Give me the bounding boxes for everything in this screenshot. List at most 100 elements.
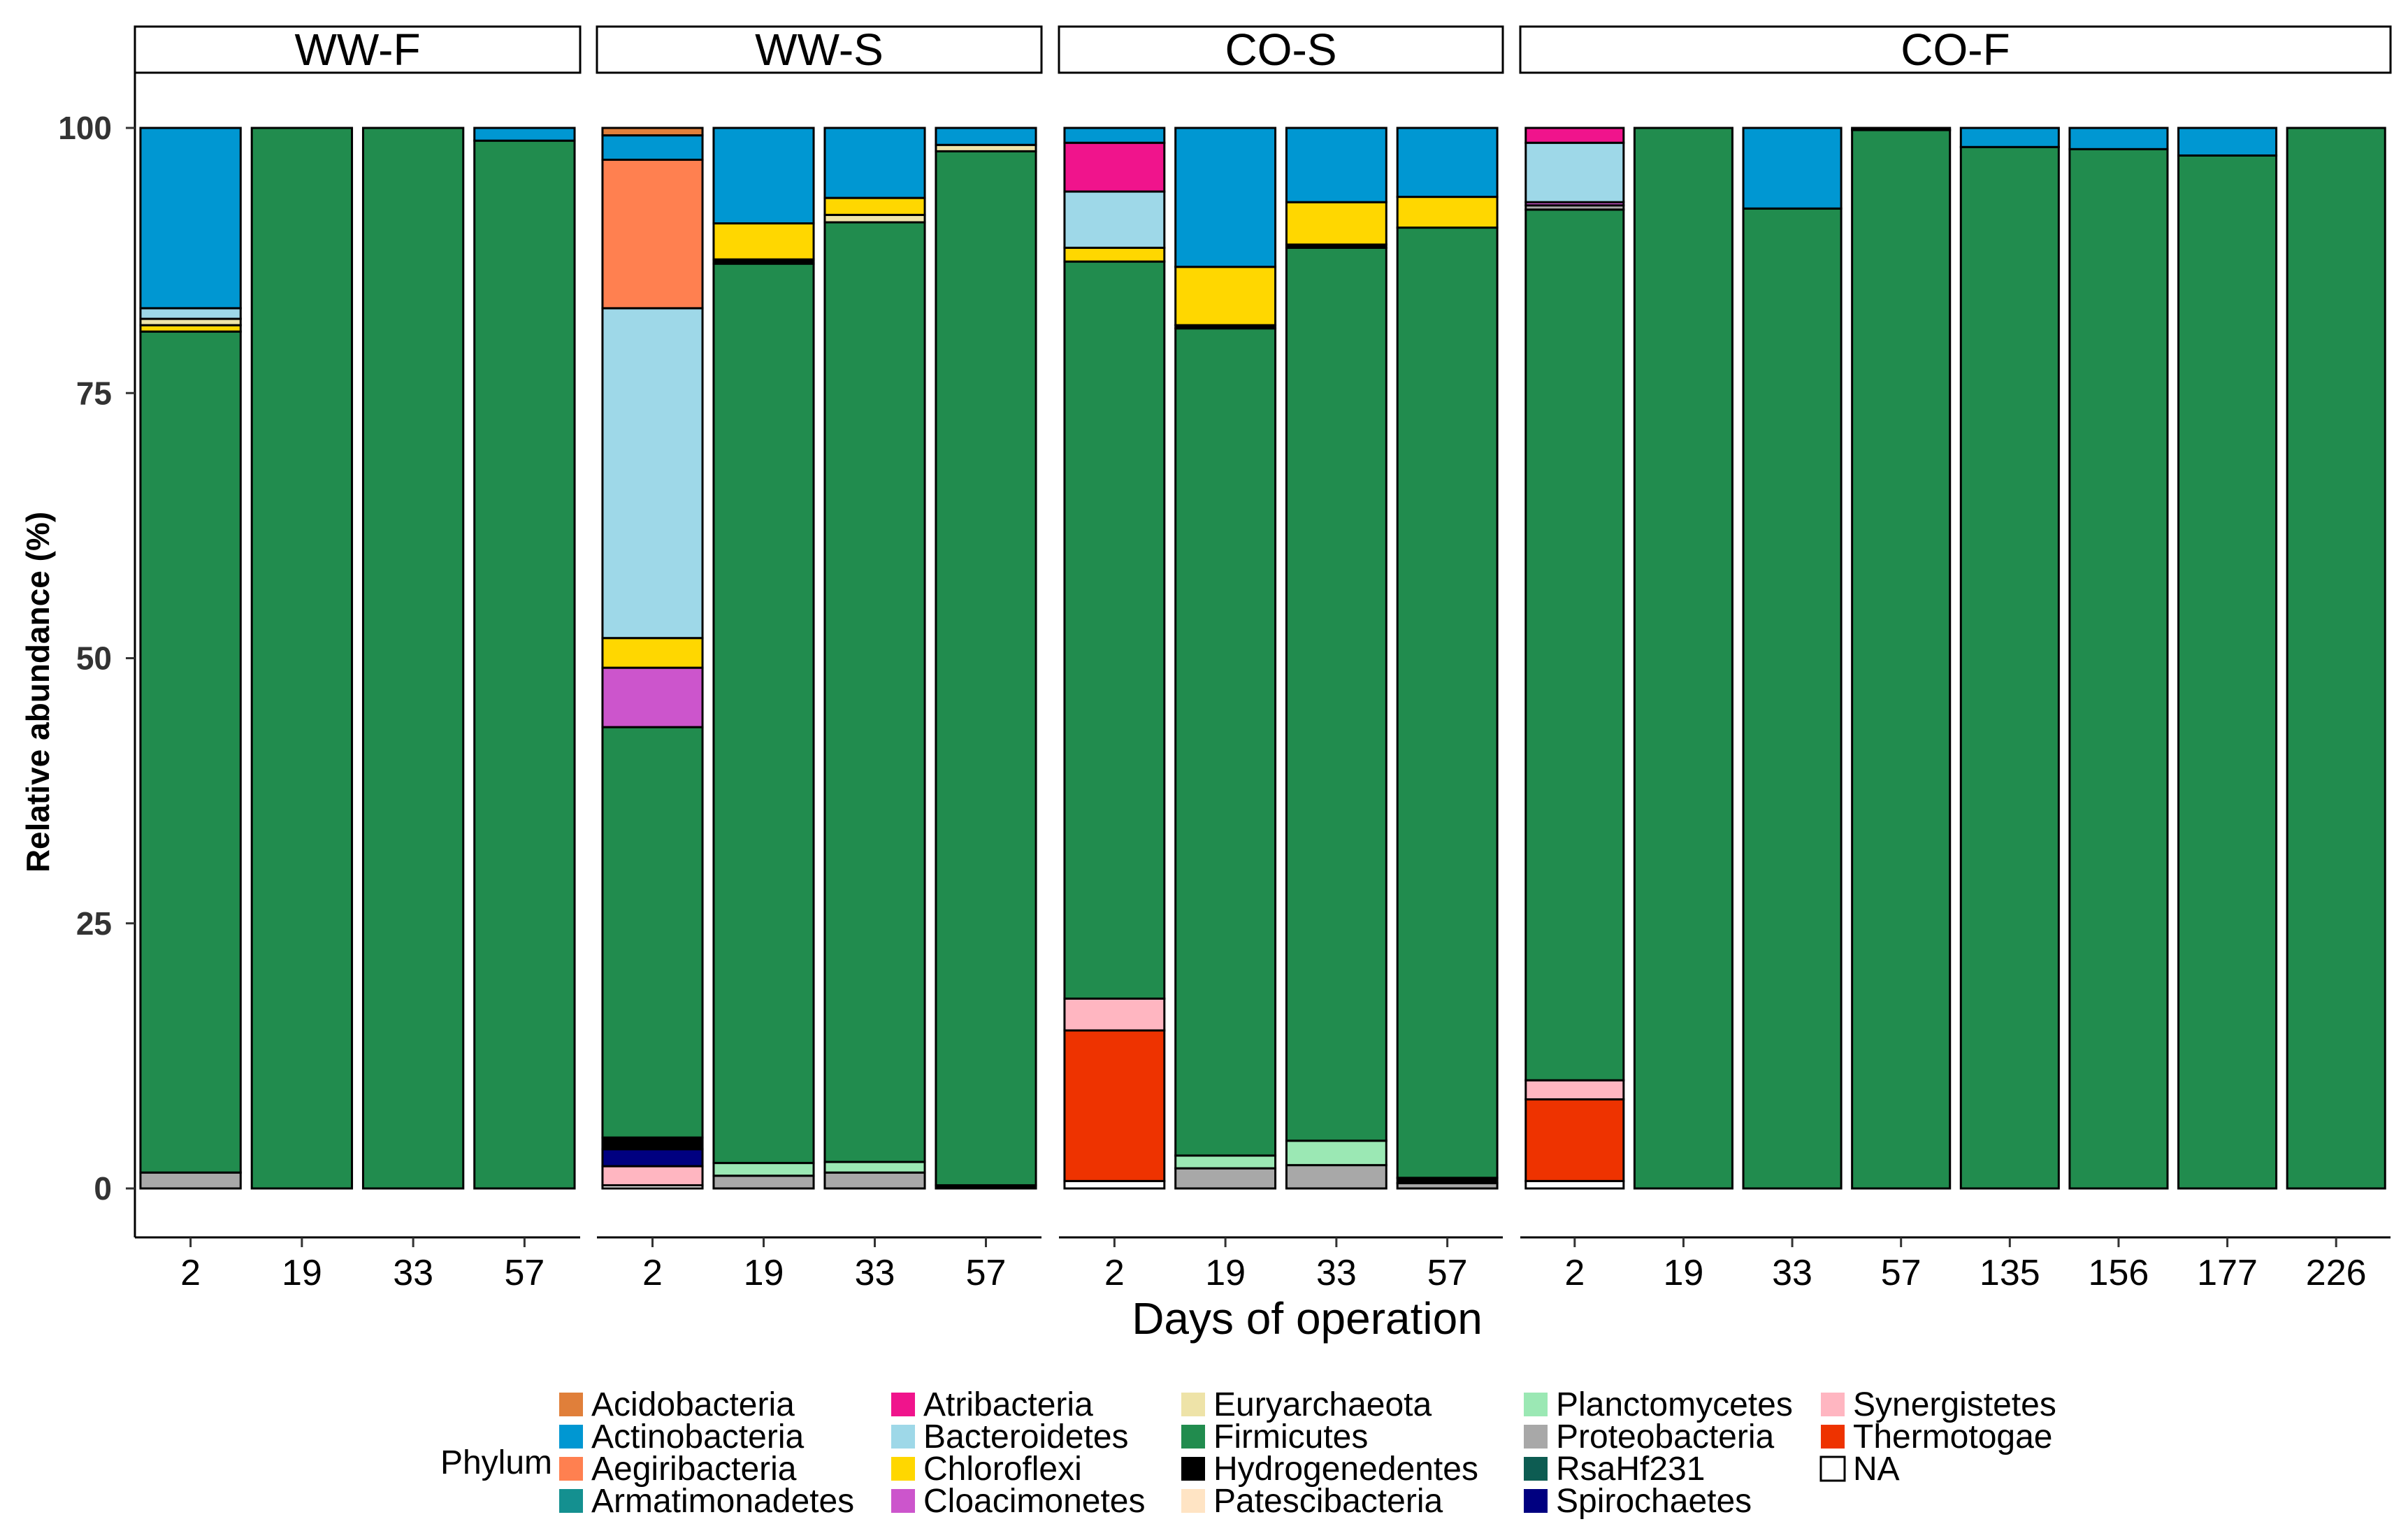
legend-swatch [559,1425,583,1449]
bar-segment-firmicutes [250,127,354,1190]
bar-segment-actinobacteria [139,127,242,310]
legend-title: Phylum [440,1444,552,1481]
legend-label: Planctomycetes [1556,1386,1793,1423]
legend-entry-spirochaetes: Spirochaetes [1524,1483,1752,1520]
legend-swatch [891,1393,915,1416]
bar-segment-firmicutes [2177,154,2278,1190]
legend-label: Proteobacteria [1556,1418,1774,1455]
x-tick-label: 33 [393,1253,433,1293]
bar-segment-cloacimonetes [601,666,704,728]
bar-day-57 [1396,127,1499,1190]
legend-entry-cloacimonetes: Cloacimonetes [891,1483,1145,1520]
bar-segment-firmicutes [1396,227,1499,1179]
bar-segment-firmicutes [139,330,242,1174]
x-tick-label: 2 [180,1253,201,1293]
x-tick-label: 57 [1881,1253,1922,1293]
legend-label: Euryarchaeota [1213,1386,1432,1423]
bar-segment-actinobacteria [712,127,815,225]
bar-day-57 [935,127,1037,1190]
x-tick-label: 19 [282,1253,322,1293]
bar-day-19 [1174,127,1277,1190]
legend-entry-na: NA [1819,1451,1900,1488]
bar-segment-firmicutes [2286,127,2386,1190]
bar-segment-firmicutes [1959,145,2060,1190]
legend-entry-bacteroidetes: Bacteroidetes [891,1418,1129,1455]
bar-segment-proteobacteria [823,1171,926,1190]
bar-segment-planctomycetes [823,1160,926,1174]
facet-strip-label: CO-S [1225,24,1337,75]
bar-segment-firmicutes [473,139,576,1190]
bar-segment-firmicutes [1851,129,1952,1190]
bar-segment-na [1524,1179,1625,1190]
bar-day-33 [361,127,465,1190]
legend-entry-synergistetes: Synergistetes [1821,1386,2056,1423]
bar-segment-actinobacteria [1959,127,2060,148]
bar-segment-firmicutes [1063,260,1166,1000]
legend-label: Cloacimonetes [923,1483,1145,1520]
legend-entry-acidobacteria: Acidobacteria [559,1386,795,1423]
bar-day-33 [1742,127,1843,1190]
bar-segment-actinobacteria [1851,127,1952,131]
x-tick-label: 57 [504,1253,545,1293]
legend-entry-hydrogenedentes: Hydrogenedentes [1181,1451,1478,1488]
legend-entry-patescibacteria: Patescibacteria [1181,1483,1443,1520]
x-tick-label: 177 [2197,1253,2258,1293]
legend-label: Aegiribacteria [591,1451,797,1488]
facet-strip [1058,25,1504,74]
bar-segment-actinobacteria [473,127,576,142]
bar-segment-chloroflexi [712,222,815,261]
bar-day-33 [823,127,926,1190]
legend-label: Hydrogenedentes [1213,1451,1478,1488]
bar-segment-firmicutes [712,262,815,1165]
bar-segment-firmicutes [2068,148,2169,1190]
legend-swatch [1524,1393,1548,1416]
bar-segment-firmicutes [823,221,926,1163]
bar-segment-actinobacteria [823,127,926,199]
x-tick-label: 2 [642,1253,663,1293]
bar-segment-acidobacteria [601,127,704,137]
bar-segment-synergistetes [601,1165,704,1186]
legend-entry-aegiribacteria: Aegiribacteria [559,1451,797,1488]
bar-segment-euryarchaeota [823,213,926,224]
facet-strip-label: CO-F [1901,24,2010,75]
bar-segment-bacteroidetes [1524,141,1625,203]
legend-entry-chloroflexi: Chloroflexi [891,1451,1082,1488]
bar-day-135 [1959,127,2060,1190]
bar-day-2 [1524,127,1625,1190]
legend-swatch [1524,1425,1548,1449]
legend-swatch [1181,1489,1205,1513]
bar-segment-hydrogenedentes [601,1136,704,1151]
bar-segment-actinobacteria [1285,127,1387,203]
bar-segment-na [1063,1179,1166,1190]
legend-swatch [891,1457,915,1481]
panel-co-f: CO-F 2 19 33 57 135 156 177 226 [1519,24,2392,1293]
x-tick-label: 2 [1104,1253,1125,1293]
y-axis-title: Relative abundance (%) [20,512,56,872]
bar-segment-synergistetes [1524,1079,1625,1101]
x-axis-title: Days of operation [1132,1293,1483,1344]
legend-label: Bacteroidetes [923,1418,1129,1455]
bar-segment-chloroflexi [823,196,926,216]
bar-day-156 [2068,127,2169,1190]
legend-entry-proteobacteria: Proteobacteria [1524,1418,1774,1455]
y-tick-label: 75 [76,375,112,411]
y-tick-label: 50 [76,640,112,677]
bar-segment-chloroflexi [1285,201,1387,246]
facet-strip [1519,25,2392,74]
bar-segment-chloroflexi [601,637,704,669]
bar-day-33 [1285,127,1387,1190]
x-tick-label: 19 [744,1253,784,1293]
bar-segment-firmicutes [935,150,1037,1186]
facet-strip-label: WW-S [755,24,884,75]
bar-segment-planctomycetes [712,1162,815,1177]
facet-strip [134,25,582,74]
x-tick-label: 33 [855,1253,895,1293]
x-tick-label: 156 [2089,1253,2149,1293]
bar-segment-firmicutes [1174,327,1277,1157]
bar-segment-planctomycetes [1174,1154,1277,1170]
bar-segment-atribacteria [1063,141,1166,193]
bar-segment-firmicutes [601,726,704,1139]
bar-day-19 [712,127,815,1190]
x-tick-label: 19 [1205,1253,1246,1293]
